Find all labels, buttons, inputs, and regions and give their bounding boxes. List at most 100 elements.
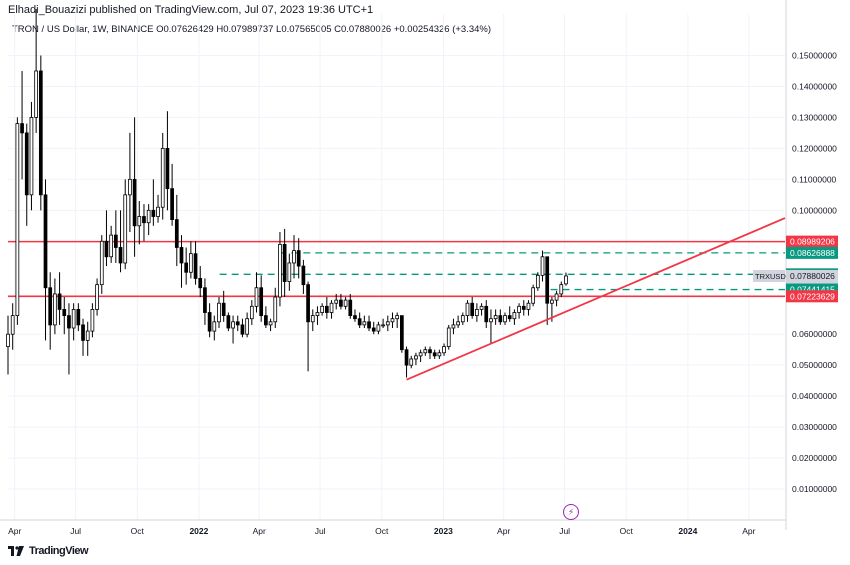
symbol-name[interactable]: TRON / US Dollar, 1W, BINANCE	[12, 24, 154, 35]
candle	[226, 315, 231, 329]
candle	[268, 321, 273, 326]
candle	[512, 312, 517, 320]
price-label-box	[786, 269, 838, 282]
price-tick-label: 0.12000000	[792, 143, 837, 153]
candle	[306, 284, 310, 323]
price-tick-label: 0.13000000	[792, 112, 837, 122]
time-tick-label: Oct	[131, 526, 145, 536]
candle	[404, 349, 409, 366]
candle	[535, 274, 540, 289]
candle	[34, 70, 38, 118]
candle	[315, 312, 320, 317]
candle	[489, 318, 493, 323]
price-tick-label: 0.02000000	[792, 453, 837, 463]
price-tick-label: 0.10000000	[792, 205, 837, 215]
candle	[479, 305, 484, 310]
time-tick-label: Jul	[315, 526, 326, 536]
candle	[264, 315, 268, 326]
candle	[310, 315, 315, 323]
candle	[217, 302, 221, 323]
time-tick-label: Apr	[253, 526, 266, 536]
candle	[189, 253, 193, 273]
candle	[385, 321, 390, 326]
price-tick-label: 0.03000000	[792, 422, 837, 432]
time-tick-label: Oct	[620, 526, 634, 536]
candle	[184, 262, 189, 273]
candle	[212, 321, 217, 332]
candle	[371, 327, 376, 332]
price-label[interactable]: 0.07223629	[790, 291, 835, 301]
candle	[400, 315, 404, 351]
candle	[99, 240, 104, 286]
candle	[353, 315, 357, 320]
candle	[507, 315, 512, 320]
price-label[interactable]: 0.08626888	[790, 248, 835, 258]
candle	[470, 302, 475, 317]
symbol-tag-box	[753, 269, 785, 282]
candle	[451, 324, 456, 329]
candle	[231, 321, 235, 329]
candle	[484, 305, 489, 323]
candle	[240, 324, 245, 335]
candle	[503, 315, 507, 323]
candle	[460, 315, 465, 323]
candle	[301, 265, 306, 286]
candle	[357, 318, 362, 326]
candle	[67, 315, 71, 329]
tradingview-brand[interactable]: TradingView	[29, 545, 89, 557]
candle	[550, 299, 554, 304]
candle	[43, 194, 48, 289]
candle	[456, 321, 460, 326]
candle	[418, 352, 423, 357]
candle	[160, 147, 165, 208]
candle	[53, 293, 57, 326]
candle	[339, 299, 343, 307]
candle	[165, 147, 170, 190]
candle	[62, 309, 67, 317]
candle	[423, 349, 428, 354]
candle	[113, 234, 118, 248]
candle	[76, 309, 81, 326]
candle	[545, 256, 550, 304]
candle	[128, 178, 132, 196]
time-tick-label: Jul	[70, 526, 81, 536]
candle	[48, 287, 53, 326]
candle	[414, 355, 418, 360]
candle	[10, 315, 15, 335]
candle	[381, 324, 385, 327]
price-label[interactable]: 0.07880026	[790, 271, 835, 281]
price-label-box	[786, 246, 838, 259]
price-tick-label: 0.04000000	[792, 391, 837, 401]
candle	[334, 299, 339, 304]
candle	[409, 358, 414, 366]
symbol-tag: TRXUSD	[755, 272, 786, 281]
candle	[278, 243, 282, 298]
price-label[interactable]: 0.08989206	[790, 237, 835, 247]
price-tick-label: 0.14000000	[792, 81, 837, 91]
candle	[259, 287, 264, 317]
candle	[146, 209, 151, 224]
candle	[95, 284, 99, 310]
tradingview-logo-icon	[8, 546, 24, 556]
candle	[292, 250, 296, 264]
candle	[151, 209, 156, 217]
price-tick-label: 0.05000000	[792, 360, 837, 370]
price-label[interactable]: 0.07441415	[790, 285, 835, 295]
candle	[254, 287, 259, 307]
trend-line[interactable]	[406, 217, 786, 381]
candle	[531, 287, 535, 304]
candle	[446, 327, 451, 347]
candle	[90, 309, 95, 332]
candle	[15, 123, 20, 317]
candle	[170, 188, 174, 221]
candle	[498, 315, 503, 323]
footer: TradingView	[8, 545, 89, 557]
candle	[348, 299, 353, 317]
lightning-events-icon[interactable]: ⚡	[563, 504, 579, 520]
candle	[132, 178, 137, 227]
candle	[104, 240, 109, 258]
candle	[29, 117, 34, 196]
candle	[442, 346, 446, 354]
candle	[221, 302, 226, 317]
